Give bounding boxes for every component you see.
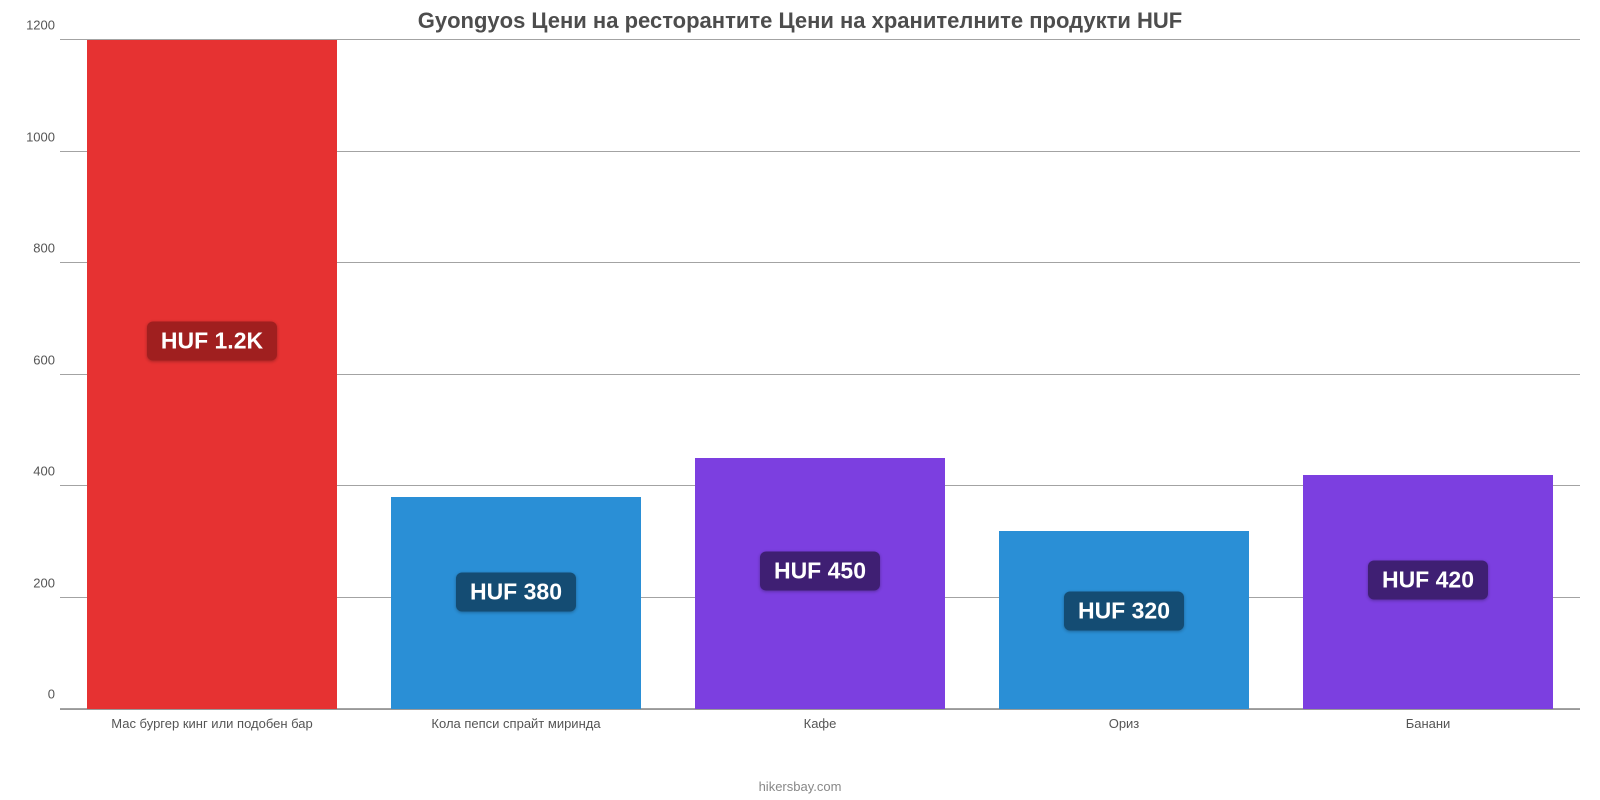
plot-region: 0 200 400 600 800 1000 1200 HUF 1.2K HUF…	[60, 40, 1580, 710]
bar-mac-burger: HUF 1.2K	[87, 40, 336, 709]
bars-container: HUF 1.2K HUF 380 HUF 450 HUF 320	[60, 40, 1580, 709]
value-badge: HUF 420	[1368, 561, 1488, 600]
x-axis-label: Кола пепси спрайт миринда	[364, 710, 668, 740]
ytick-label: 800	[15, 241, 55, 256]
bar-cola: HUF 380	[391, 497, 640, 709]
bar-slot: HUF 1.2K	[60, 40, 364, 709]
value-badge: HUF 1.2K	[147, 322, 277, 361]
x-axis-label: Ориз	[972, 710, 1276, 740]
ytick-label: 400	[15, 464, 55, 479]
chart-area: 0 200 400 600 800 1000 1200 HUF 1.2K HUF…	[60, 40, 1580, 740]
x-axis-label: Мас бургер кинг или подобен бар	[60, 710, 364, 740]
value-badge: HUF 450	[760, 552, 880, 591]
value-badge: HUF 320	[1064, 591, 1184, 630]
footer-attribution: hikersbay.com	[0, 779, 1600, 794]
ytick-label: 200	[15, 575, 55, 590]
value-badge: HUF 380	[456, 573, 576, 612]
bar-bananas: HUF 420	[1303, 475, 1552, 709]
bar-slot: HUF 380	[364, 40, 668, 709]
x-axis-label: Кафе	[668, 710, 972, 740]
ytick-label: 1200	[15, 18, 55, 33]
chart-title: Gyongyos Цени на ресторантите Цени на хр…	[0, 0, 1600, 34]
x-axis-label: Банани	[1276, 710, 1580, 740]
bar-slot: HUF 420	[1276, 40, 1580, 709]
ytick-label: 600	[15, 352, 55, 367]
ytick-label: 0	[15, 687, 55, 702]
bar-coffee: HUF 450	[695, 458, 944, 709]
x-axis: Мас бургер кинг или подобен бар Кола пеп…	[60, 710, 1580, 740]
ytick-label: 1000	[15, 129, 55, 144]
bar-slot: HUF 320	[972, 40, 1276, 709]
bar-rice: HUF 320	[999, 531, 1248, 709]
bar-slot: HUF 450	[668, 40, 972, 709]
